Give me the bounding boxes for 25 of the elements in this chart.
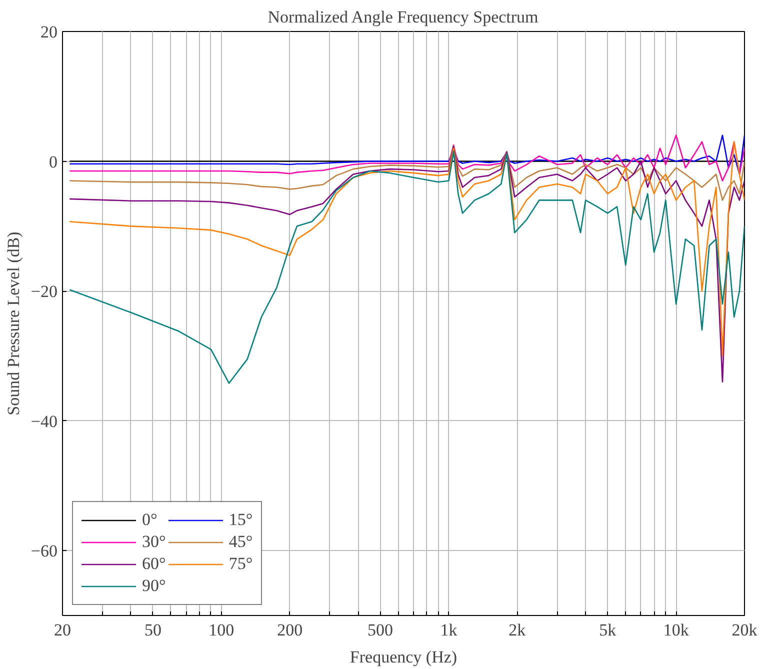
x-tick-label: 2k	[508, 620, 526, 640]
y-tick-label: −20	[30, 282, 58, 302]
x-tick-label: 20k	[732, 620, 758, 640]
y-axis-title: Sound Pressure Level (dB)	[4, 232, 23, 416]
x-tick-label: 5k	[599, 620, 617, 640]
legend-label: 15°	[228, 510, 253, 530]
legend-label: 60°	[142, 554, 166, 574]
y-tick-label: −40	[30, 412, 58, 431]
x-tick-label: 200	[277, 620, 303, 640]
x-tick-label: 20	[54, 620, 71, 640]
x-tick-label: 500	[368, 620, 394, 640]
y-tick-label: 20	[40, 22, 58, 42]
x-axis-title: Frequency (Hz)	[350, 648, 458, 666]
legend-label: 0°	[142, 510, 158, 530]
y-tick-label: −60	[30, 542, 58, 561]
legend-label: 30°	[142, 532, 166, 552]
x-tick-label: 100	[208, 620, 234, 640]
legend-label: 75°	[228, 554, 253, 574]
y-tick-label: 0	[49, 152, 58, 172]
chart-title: Normalized Angle Frequency Spectrum	[268, 8, 538, 26]
x-tick-label: 10k	[663, 620, 690, 640]
legend-label: 45°	[228, 532, 253, 552]
x-tick-label: 50	[144, 620, 162, 640]
legend-label: 90°	[142, 576, 166, 596]
x-tick-label: 1k	[440, 620, 458, 640]
